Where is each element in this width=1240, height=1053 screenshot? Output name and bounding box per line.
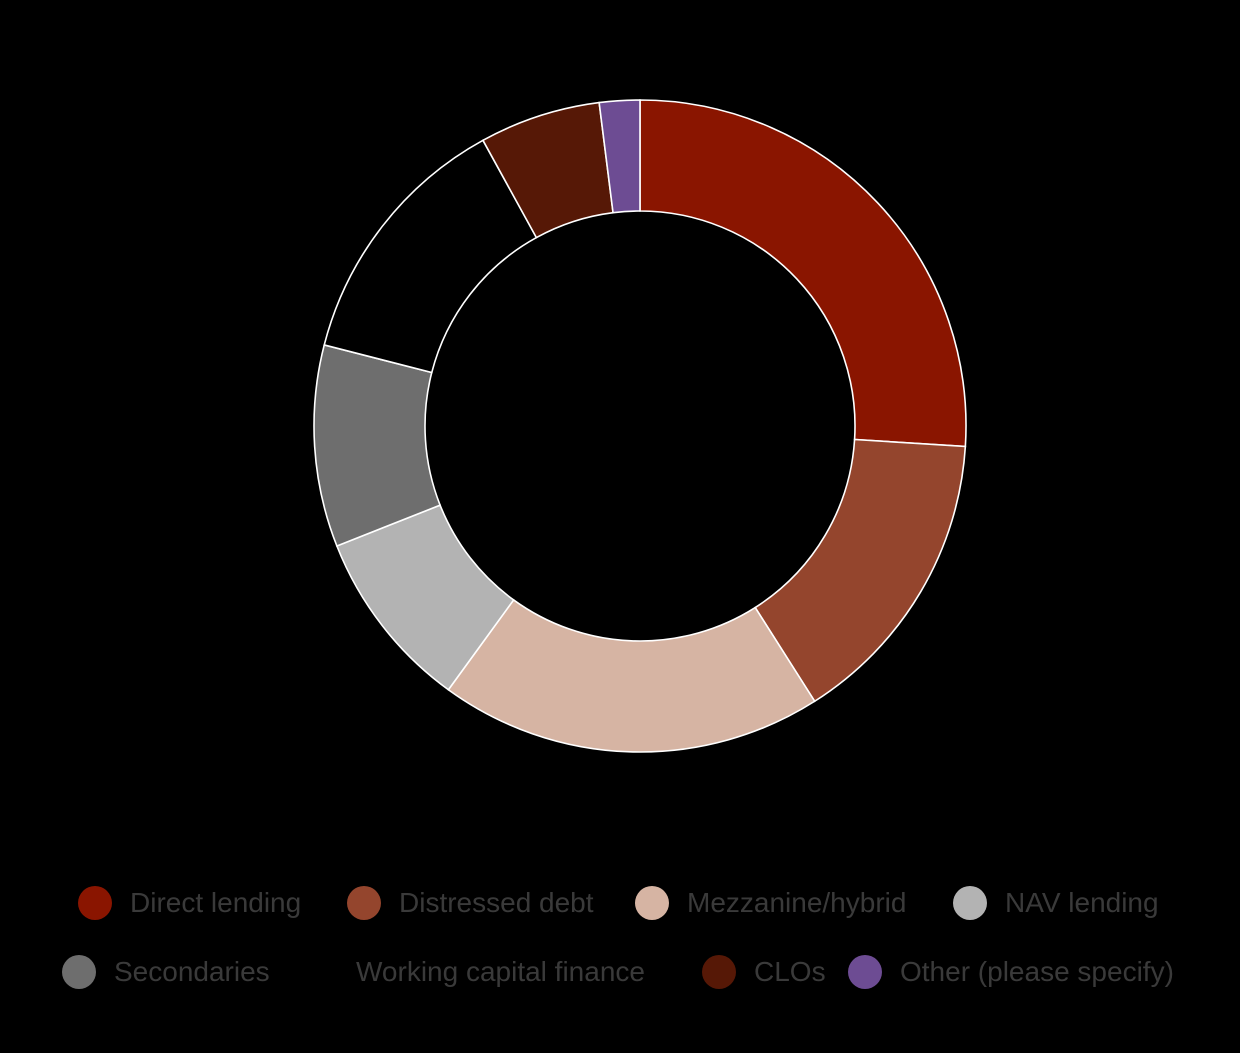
legend-label-working-capital-finance: Working capital finance <box>356 956 645 987</box>
slice-mezzanine-hybrid <box>447 598 816 753</box>
legend-swatch-clos <box>702 955 736 989</box>
slice-direct-lending <box>639 99 967 448</box>
legend-label-distressed-debt: Distressed debt <box>399 887 594 918</box>
legend-swatch-working-capital-finance <box>304 955 338 989</box>
legend-swatch-mezzanine-hybrid <box>635 886 669 920</box>
legend-item-direct-lending: Direct lending <box>78 883 301 923</box>
legend-item-other: Other (please specify) <box>848 952 1174 992</box>
legend-label-nav-lending: NAV lending <box>1005 887 1159 918</box>
legend-item-secondaries: Secondaries <box>62 952 270 992</box>
legend-item-distressed-debt: Distressed debt <box>347 883 594 923</box>
legend-swatch-direct-lending <box>78 886 112 920</box>
legend-label-secondaries: Secondaries <box>114 956 270 987</box>
legend-label-direct-lending: Direct lending <box>130 887 302 918</box>
legend-swatch-nav-lending <box>953 886 987 920</box>
legend-item-clos: CLOs <box>702 952 826 992</box>
legend-swatch-distressed-debt <box>347 886 381 920</box>
legend-label-other: Other (please specify) <box>900 956 1174 987</box>
legend-swatch-other <box>848 955 882 989</box>
legend-row-2: Secondaries Working capital finance CLOs… <box>0 952 1240 992</box>
slice-other-please-specify <box>598 99 641 214</box>
legend-item-mezzanine-hybrid: Mezzanine/hybrid <box>635 883 906 923</box>
legend-item-working-capital-finance: Working capital finance <box>304 952 645 992</box>
legend-item-nav-lending: NAV lending <box>953 883 1159 923</box>
legend-label-clos: CLOs <box>754 956 826 987</box>
legend-swatch-secondaries <box>62 955 96 989</box>
legend-row-1: Direct lending Distressed debt Mezzanine… <box>0 883 1240 923</box>
legend-label-mezzanine-hybrid: Mezzanine/hybrid <box>687 887 907 918</box>
donut-plot <box>313 99 967 753</box>
